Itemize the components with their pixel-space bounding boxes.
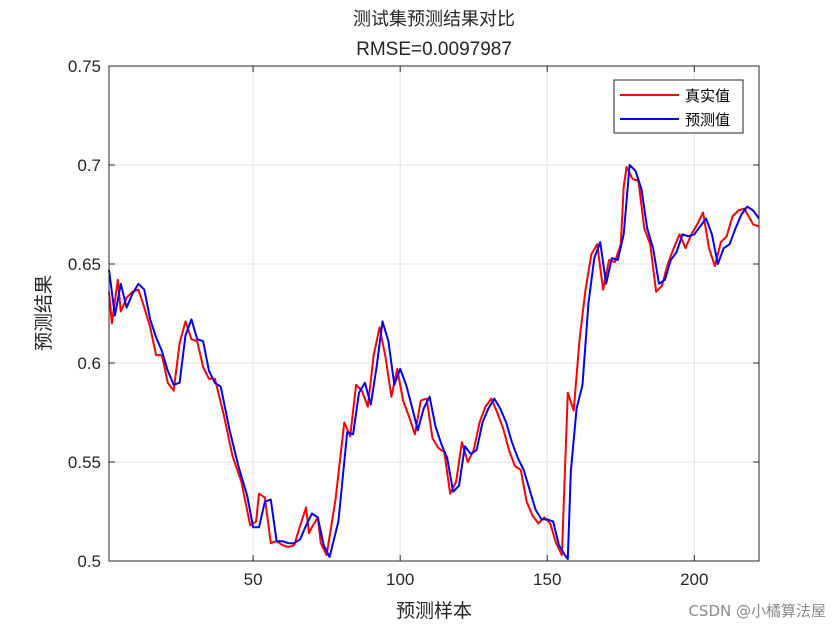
x-tick-label: 50	[244, 570, 263, 589]
chart-subtitle: RMSE=0.0097987	[356, 39, 512, 60]
y-tick-label: 0.7	[77, 156, 101, 175]
x-tick-label: 200	[680, 570, 708, 589]
tick-layer: 50 100 150 200 0.5 0.55 0.6 0.65 0.7 0.75	[68, 57, 759, 589]
grid-lines	[109, 66, 759, 561]
legend: 真实值 预测值	[613, 79, 744, 134]
y-axis-label: 预测结果	[33, 275, 55, 351]
y-tick-label: 0.75	[68, 57, 101, 76]
plot-frame	[108, 65, 760, 562]
y-tick-label: 0.6	[77, 354, 101, 373]
x-tick-label: 150	[533, 570, 561, 589]
series-layer	[108, 164, 760, 560]
watermark: CSDN @小橘算法屋	[688, 602, 826, 620]
legend-label-pred: 预测值	[685, 111, 730, 129]
x-tick-label: 100	[386, 570, 414, 589]
legend-box	[613, 79, 744, 134]
chart-title: 测试集预测结果对比	[353, 9, 515, 30]
y-tick-label: 0.5	[77, 552, 101, 571]
x-axis-label: 预测样本	[396, 600, 472, 622]
series-line-pred	[108, 164, 760, 560]
legend-label-true: 真实值	[685, 87, 730, 105]
y-tick-label: 0.65	[68, 255, 101, 274]
y-tick-label: 0.55	[68, 453, 101, 472]
